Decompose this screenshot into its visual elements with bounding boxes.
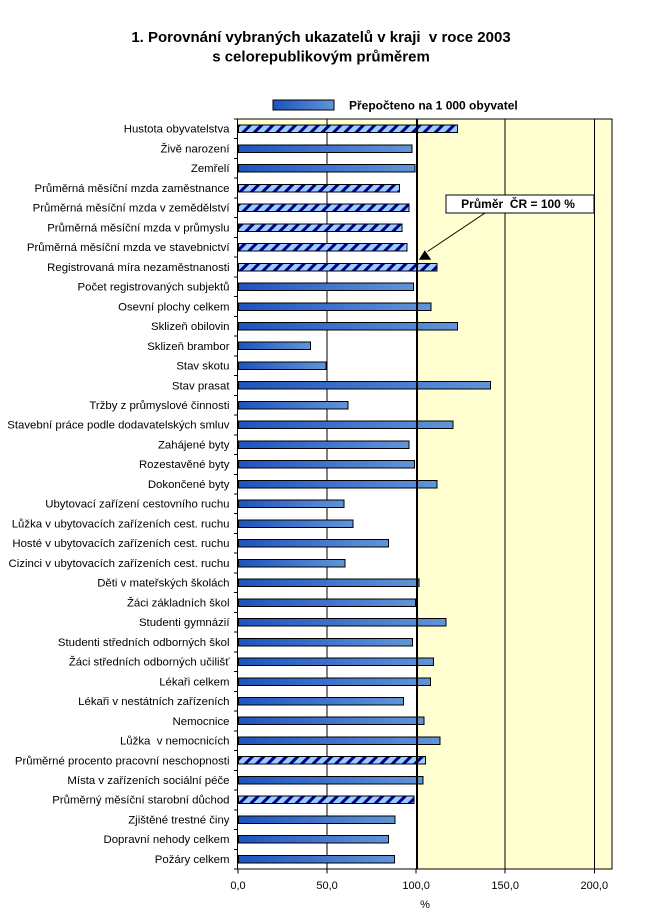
svg-text:Tržby z průmyslové činnosti: Tržby z průmyslové činnosti	[89, 400, 229, 412]
svg-text:Rozestavěné byty: Rozestavěné byty	[139, 459, 230, 471]
svg-text:Osevní plochy celkem: Osevní plochy celkem	[118, 301, 229, 313]
svg-text:Studenti středních odborných š: Studenti středních odborných škol	[58, 637, 230, 649]
svg-text:Sklizeň brambor: Sklizeň brambor	[147, 341, 230, 353]
svg-text:Počet registrovaných subjektů: Počet registrovaných subjektů	[78, 282, 230, 294]
svg-text:Hosté v ubytovacích zařízeních: Hosté v ubytovacích zařízeních cest. ruc…	[12, 538, 229, 550]
svg-text:Lůžka v ubytovacích zařízeních: Lůžka v ubytovacích zařízeních cest. ruc…	[12, 518, 230, 530]
svg-text:Ubytovací zařízení cestovního: Ubytovací zařízení cestovního ruchu	[45, 499, 229, 511]
svg-text:0,0: 0,0	[230, 880, 245, 892]
svg-text:Děti v mateřských školách: Děti v mateřských školách	[97, 578, 229, 590]
svg-text:Lůžka v nemocnicích: Lůžka v nemocnicích	[120, 736, 230, 748]
svg-text:Zjištěné trestné činy: Zjištěné trestné činy	[128, 814, 230, 826]
svg-text:Cizinci v ubytovacích zařízení: Cizinci v ubytovacích zařízeních cest. r…	[9, 558, 230, 570]
svg-text:Sklizeň obilovin: Sklizeň obilovin	[151, 321, 230, 333]
svg-text:Průměrný měsíční starobní důch: Průměrný měsíční starobní důchod	[52, 795, 229, 807]
svg-text:Dokončené byty: Dokončené byty	[148, 479, 230, 491]
svg-text:Průměrná měsíční mzda zaměstna: Průměrná měsíční mzda zaměstnance	[35, 183, 230, 195]
svg-text:Průměrná měsíční mzda v zemědě: Průměrná měsíční mzda v zemědělství	[33, 203, 231, 215]
svg-text:Průměrná měsíční mzda ve stave: Průměrná měsíční mzda ve stavebnictví	[27, 242, 230, 254]
svg-text:200,0: 200,0	[581, 880, 609, 892]
svg-text:150,0: 150,0	[491, 880, 519, 892]
svg-text:Hustota obyvatelstva: Hustota obyvatelstva	[124, 124, 230, 136]
svg-text:Registrovaná míra nezaměstnano: Registrovaná míra nezaměstnanosti	[47, 262, 229, 274]
svg-text:s celorepublikovým průměrem: s celorepublikovým průměrem	[212, 49, 430, 66]
svg-text:Zemřelí: Zemřelí	[191, 163, 230, 175]
svg-text:Žáci základních škol: Žáci základních škol	[127, 596, 230, 609]
svg-text:Stav prasat: Stav prasat	[172, 380, 230, 392]
svg-text:Dopravní nehody celkem: Dopravní nehody celkem	[104, 834, 230, 846]
svg-text:Lékaři v nestátních zařízeních: Lékaři v nestátních zařízeních	[78, 696, 229, 708]
svg-text:50,0: 50,0	[316, 880, 337, 892]
svg-text:100,0: 100,0	[402, 880, 430, 892]
svg-text:Stav skotu: Stav skotu	[176, 361, 229, 373]
svg-text:Průměrná měsíční mzda v průmys: Průměrná měsíční mzda v průmyslu	[47, 222, 229, 234]
svg-text:%: %	[420, 899, 430, 911]
svg-text:1. Porovnání vybraných ukazate: 1. Porovnání vybraných ukazatelů v kraji…	[131, 29, 510, 46]
svg-text:Přepočteno na 1 000 obyvatel: Přepočteno na 1 000 obyvatel	[349, 99, 518, 113]
svg-text:Zahájené byty: Zahájené byty	[158, 439, 230, 451]
svg-text:Stavební práce podle dodavatel: Stavební práce podle dodavatelských smlu…	[7, 420, 230, 432]
svg-text:Nemocnice: Nemocnice	[173, 716, 230, 728]
svg-text:Průměrné procento pracovní nes: Průměrné procento pracovní neschopnosti	[15, 755, 230, 767]
svg-text:Živě narození: Živě narození	[160, 142, 230, 155]
svg-text:Požáry celkem: Požáry celkem	[155, 854, 230, 866]
svg-text:Průměr ČR = 100 %: Průměr ČR = 100 %	[461, 196, 575, 211]
svg-text:Žáci středních odborných učili: Žáci středních odborných učilišť	[69, 656, 230, 669]
svg-text:Studenti gymnázií: Studenti gymnázií	[139, 617, 230, 629]
svg-text:Místa v zařízeních sociální pé: Místa v zařízeních sociální péče	[67, 775, 229, 787]
svg-text:Lékaři celkem: Lékaři celkem	[159, 676, 229, 688]
